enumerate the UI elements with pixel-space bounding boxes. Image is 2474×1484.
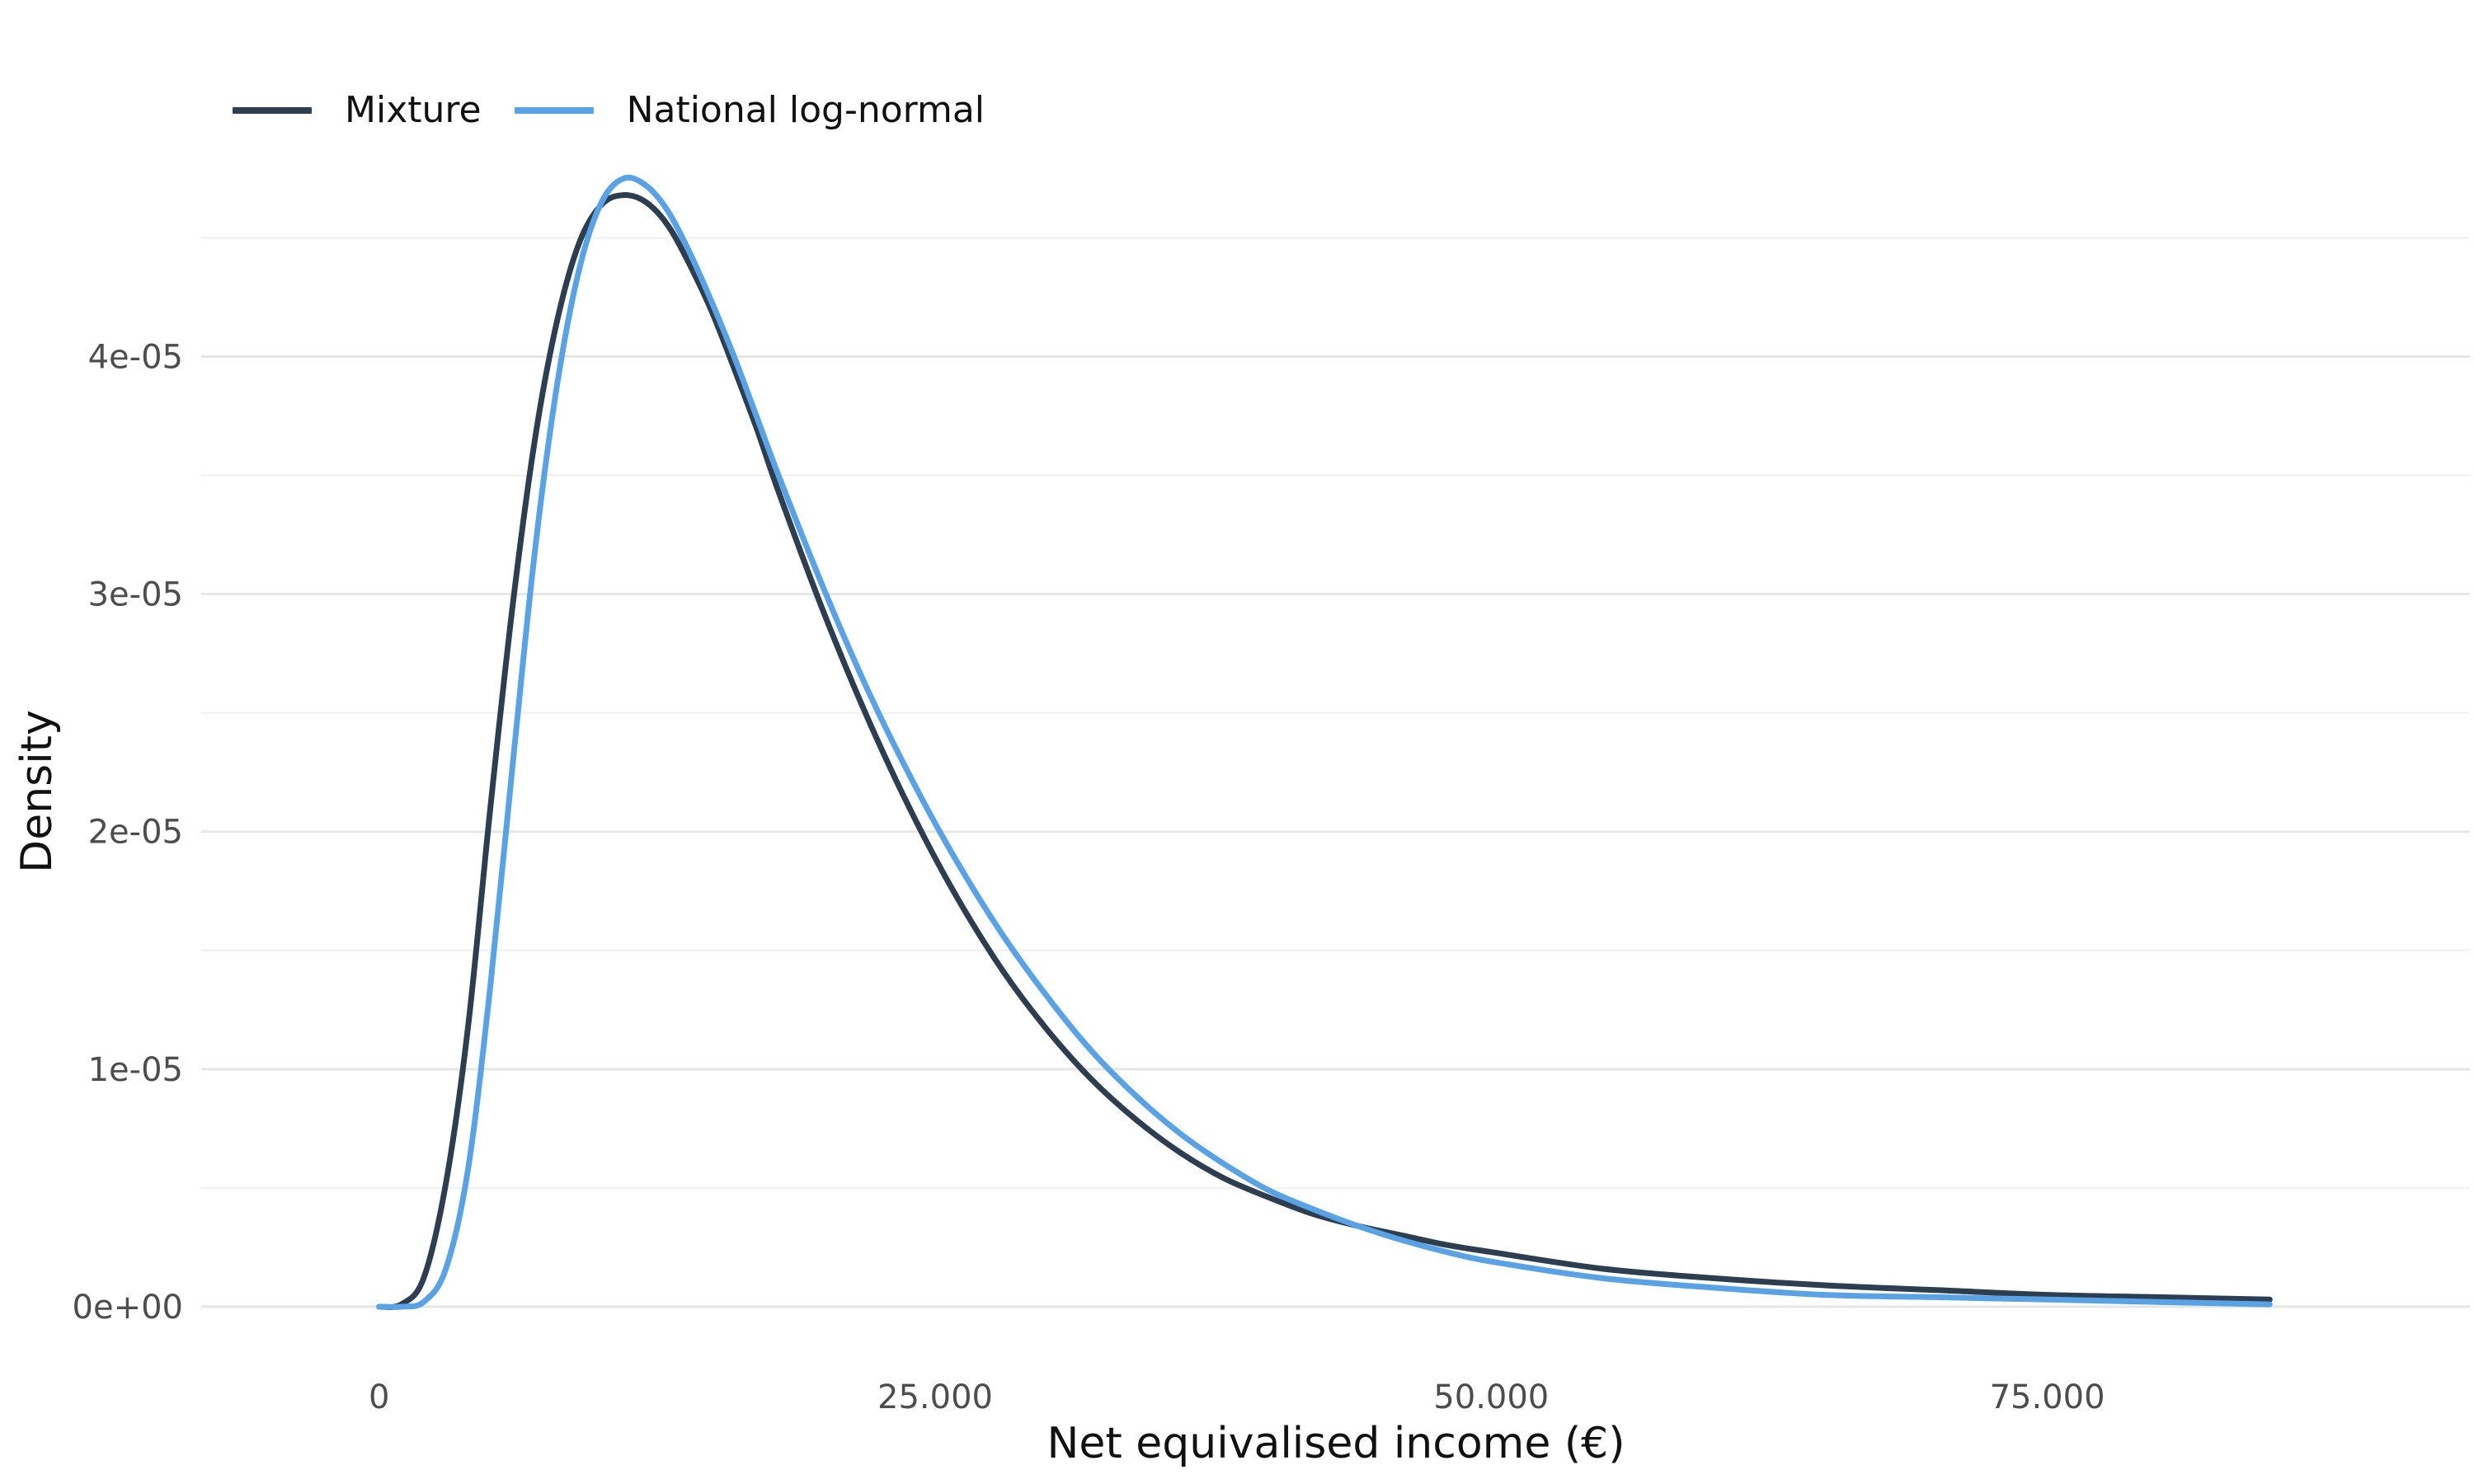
y-tick-label: 2e-05 [88,814,183,852]
y-tick-label: 0e+00 [73,1289,183,1327]
x-tick-label: 75.000 [1990,1378,2105,1416]
legend-item-mixture: Mixture [233,92,482,129]
y-axis-ticks: 0e+00 1e-05 2e-05 3e-05 4e-05 [73,339,183,1327]
grid [201,237,2470,1308]
x-tick-label: 0 [369,1378,389,1416]
legend-label-national-log-normal: National log-normal [626,89,985,131]
legend: Mixture National log-normal [233,92,1018,129]
legend-item-national-log-normal: National log-normal [514,89,985,131]
series-line-mixture [376,192,2273,1311]
legend-swatch-national-log-normal [514,107,594,114]
y-tick-label: 3e-05 [88,576,183,614]
x-axis-title: Net equivalised income (€) [1047,1419,1625,1468]
legend-label-mixture: Mixture [345,89,482,131]
y-tick-label: 4e-05 [88,339,183,377]
x-axis-ticks: 0 25.000 50.000 75.000 [369,1378,2105,1416]
series-lines [376,174,2273,1311]
series-line-national-log-normal [376,174,2273,1310]
legend-swatch-mixture [233,107,312,114]
y-axis-title: Density [12,710,62,873]
y-tick-label: 1e-05 [88,1051,183,1089]
x-tick-label: 25.000 [877,1378,993,1416]
x-tick-label: 50.000 [1433,1378,1549,1416]
